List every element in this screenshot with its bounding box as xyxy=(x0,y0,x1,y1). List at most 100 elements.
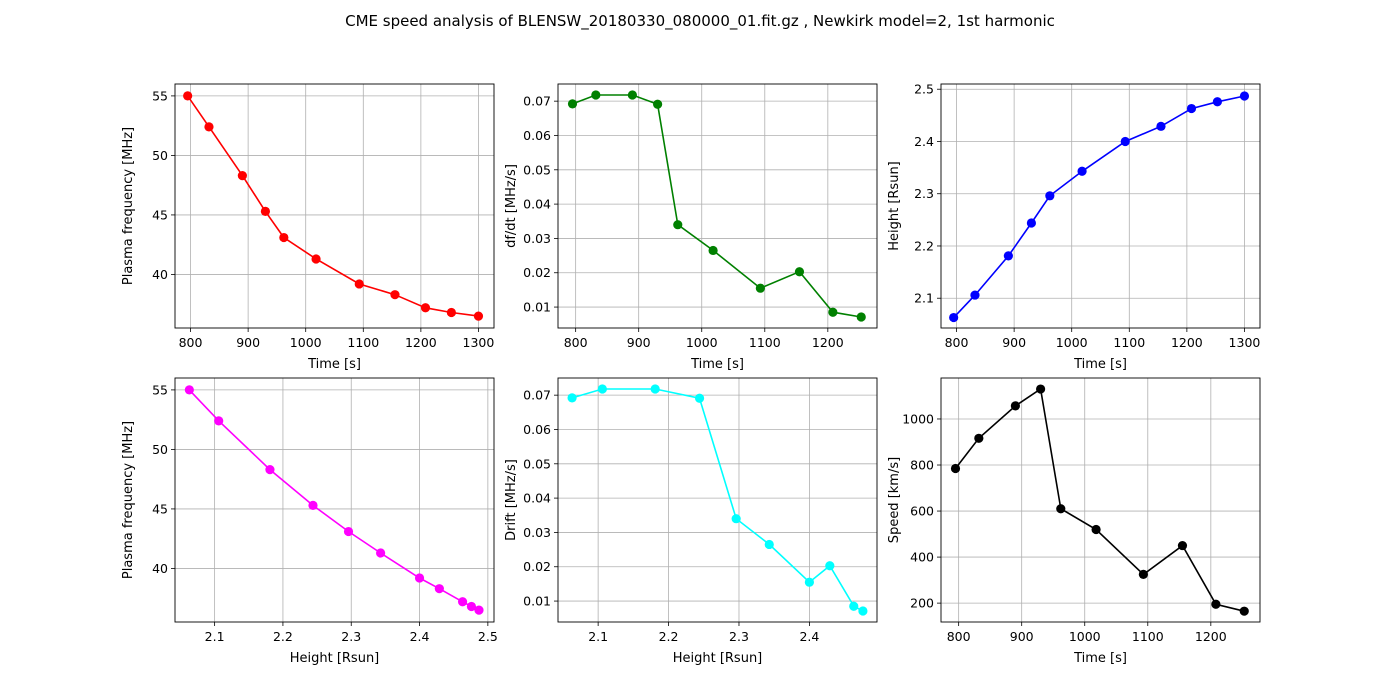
y-tick-label: 0.04 xyxy=(523,491,551,506)
data-point xyxy=(950,463,961,474)
y-tick-label: 45 xyxy=(152,207,168,222)
x-tick-label: 2.3 xyxy=(729,629,749,644)
data-point xyxy=(279,232,289,243)
data-point xyxy=(949,312,959,323)
axes-frame xyxy=(557,83,878,329)
data-point xyxy=(1045,191,1055,201)
data-point xyxy=(1120,136,1130,147)
data-point xyxy=(457,597,468,607)
data-point xyxy=(1010,401,1020,411)
data-point xyxy=(237,171,247,181)
y-tick-label: 45 xyxy=(152,501,168,516)
data-point xyxy=(1036,384,1046,394)
x-axis-label: Height [Rsun] xyxy=(673,651,763,666)
data-point xyxy=(204,122,214,132)
y-tick-label: 0.03 xyxy=(523,231,551,246)
data-point xyxy=(653,99,663,109)
data-point xyxy=(1212,97,1222,107)
subplots: 800 900 1000 1100 1200 1300 40 45 50 55 Time [s] Pl… xyxy=(121,82,1261,666)
x-tick-label: 1100 xyxy=(1132,629,1164,644)
data-point xyxy=(825,561,835,571)
x-tick-label: 1100 xyxy=(347,335,379,350)
data-point xyxy=(1239,91,1250,101)
x-tick-label: 2.4 xyxy=(799,629,819,644)
y-tick-label: 1000 xyxy=(902,411,934,426)
data-point xyxy=(694,393,705,403)
data-point xyxy=(858,606,868,616)
data-point xyxy=(420,303,431,313)
y-tick-label: 0.02 xyxy=(523,265,551,280)
y-tick-label: 2.1 xyxy=(914,291,934,306)
y-tick-label: 2.2 xyxy=(914,238,934,253)
data-point xyxy=(265,465,275,475)
data-point xyxy=(708,245,718,256)
x-axis-label: Height [Rsun] xyxy=(290,651,380,666)
data-point xyxy=(627,90,637,100)
data-point xyxy=(311,254,321,264)
y-tick-label: 55 xyxy=(152,88,168,103)
data-point xyxy=(804,577,814,587)
data-point xyxy=(731,514,741,524)
figure-title: CME speed analysis of BLENSW_20180330_08… xyxy=(345,12,1055,31)
y-tick-label: 400 xyxy=(910,550,934,565)
data-point xyxy=(1056,504,1066,514)
data-point xyxy=(343,526,354,537)
data-point xyxy=(567,99,578,109)
subplot-5: 2.1 2.2 2.3 2.4 0.01 0.02 0.03 0.04 0.05 0.06 0.07… xyxy=(504,377,878,666)
x-tick-label: 1000 xyxy=(290,335,322,350)
data-point xyxy=(214,416,224,426)
x-tick-label: 2.2 xyxy=(659,629,679,644)
data-point xyxy=(591,90,601,100)
x-tick-label: 1000 xyxy=(1069,629,1101,644)
x-tick-label: 1300 xyxy=(1229,335,1261,350)
x-tick-label: 1200 xyxy=(812,335,844,350)
data-point xyxy=(446,307,456,318)
x-tick-label: 1000 xyxy=(686,335,718,350)
data-point xyxy=(1211,599,1221,609)
y-tick-label: 0.02 xyxy=(523,559,551,574)
y-tick-label: 0.04 xyxy=(523,197,551,212)
y-tick-label: 0.06 xyxy=(523,422,551,437)
data-point xyxy=(794,267,805,277)
data-point xyxy=(1156,121,1166,131)
data-point xyxy=(260,206,271,216)
data-point xyxy=(414,573,425,583)
x-tick-label: 2.1 xyxy=(588,629,608,644)
y-tick-label: 0.05 xyxy=(523,162,551,177)
data-point xyxy=(673,220,683,230)
x-tick-label: 800 xyxy=(945,335,969,350)
data-point xyxy=(974,433,984,443)
data-point xyxy=(184,385,194,395)
data-point xyxy=(354,279,364,289)
data-point xyxy=(650,384,660,394)
data-point xyxy=(308,500,318,510)
x-tick-label: 1200 xyxy=(1195,629,1227,644)
axes-frame xyxy=(940,83,1261,329)
data-point xyxy=(376,548,386,558)
y-tick-label: 40 xyxy=(152,561,168,576)
data-point xyxy=(1138,569,1148,579)
series-line xyxy=(572,94,862,318)
y-axis-label: Plasma frequency [MHz] xyxy=(121,421,136,579)
y-tick-label: 800 xyxy=(910,458,934,473)
axes-frame xyxy=(557,377,878,623)
y-tick-label: 55 xyxy=(152,382,168,397)
data-point xyxy=(849,601,859,611)
y-tick-label: 50 xyxy=(152,442,168,457)
x-tick-label: 1300 xyxy=(463,335,495,350)
x-tick-label: 1200 xyxy=(405,335,437,350)
x-tick-label: 800 xyxy=(947,629,971,644)
y-tick-label: 0.06 xyxy=(523,128,551,143)
axes-frame xyxy=(174,377,495,623)
x-tick-label: 800 xyxy=(564,335,588,350)
data-point xyxy=(970,290,980,300)
y-tick-label: 0.07 xyxy=(523,94,551,109)
subplot-3: 800 900 1000 1100 1200 1300 2.1 2.2 2.3 2.4 2.5 Tim… xyxy=(887,82,1261,372)
y-axis-label: df/dt [MHz/s] xyxy=(504,164,519,248)
y-tick-label: 0.05 xyxy=(523,456,551,471)
data-point xyxy=(1077,166,1087,176)
data-point xyxy=(567,393,577,403)
y-tick-label: 200 xyxy=(910,596,934,611)
